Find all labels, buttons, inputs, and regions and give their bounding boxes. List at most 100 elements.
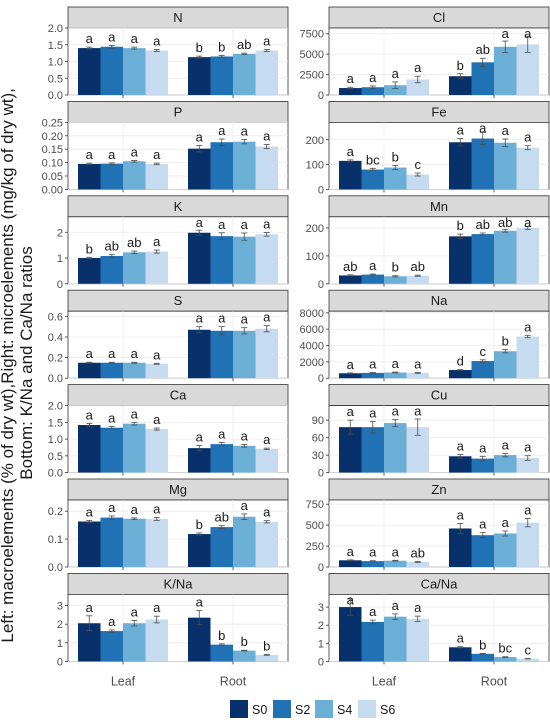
significance-letter: c <box>480 344 487 359</box>
significance-letter: a <box>392 66 400 81</box>
significance-letter: a <box>457 123 465 138</box>
y-tick-label: 0.05 <box>42 171 63 183</box>
error-bar <box>502 530 509 537</box>
error-bar <box>218 138 225 146</box>
bar-na-root-s6 <box>516 336 539 379</box>
panel-title: Ca/Na <box>421 576 459 591</box>
y-tick-label: 200 <box>306 135 324 147</box>
panel-p: P0.000.050.100.150.200.25a a a aa a a a <box>42 101 289 196</box>
chart-panels: N0.00.51.01.52.0a a a a b b ab aCl0250050007500… <box>42 6 550 688</box>
y-tick-label: 0.6 <box>48 311 63 323</box>
error-bar <box>502 656 509 658</box>
error-bar <box>414 75 421 84</box>
significance-letter: ab <box>498 215 512 230</box>
y-axis-label-line-2: Bottom: K/Na and Ca/Na ratios <box>17 246 36 479</box>
y-tick-label: 1.5 <box>48 40 63 52</box>
significance-letter: a <box>347 144 355 159</box>
panel-title: Na <box>431 293 448 308</box>
y-tick-label: 1.0 <box>48 434 63 446</box>
significance-letter: b <box>392 150 399 165</box>
y-tick-label: 0 <box>318 656 324 668</box>
bar-fe-leaf-s2 <box>361 169 384 190</box>
significance-letter: a <box>502 437 510 452</box>
error-bar <box>86 615 93 632</box>
y-tick-label: 6000 <box>300 324 324 336</box>
bar-p-root-s2 <box>210 142 233 190</box>
bar-k-root-s4 <box>233 236 256 284</box>
significance-letter: b <box>86 241 93 256</box>
significance-letter: a <box>502 123 510 138</box>
bar-s-leaf-s4 <box>123 362 146 379</box>
panel-mg: Mg0.00.10.2 a a a ab aba a <box>48 478 289 574</box>
panel-title: N <box>173 10 182 25</box>
legend-swatch <box>358 700 376 718</box>
bar-cl-leaf-s6 <box>406 79 429 95</box>
bar-ca-na-leaf-s2 <box>361 621 384 662</box>
significance-letter: a <box>131 604 139 619</box>
significance-letter: a <box>524 215 532 230</box>
bar-fe-leaf-s6 <box>406 174 429 190</box>
panel-n: N0.00.51.01.52.0a a a a b b ab a <box>48 6 289 102</box>
error-bar <box>131 361 138 364</box>
y-tick-label: 0.20 <box>42 131 63 143</box>
error-bar <box>153 49 160 52</box>
error-bar <box>108 45 115 49</box>
bar-p-root-s6 <box>255 146 278 190</box>
error-bar <box>196 145 203 153</box>
panel-title: Cl <box>433 10 445 25</box>
y-tick-label: 1.0 <box>48 57 63 69</box>
bar-k-na-root-s2 <box>210 644 233 662</box>
bar-cl-root-s0 <box>449 76 472 95</box>
y-tick-label: 4000 <box>300 341 324 353</box>
significance-letter: a <box>108 500 116 515</box>
y-tick-label: 2 <box>57 619 63 631</box>
significance-letter: b <box>218 628 225 643</box>
legend-swatch <box>273 700 291 718</box>
significance-letter: a <box>153 412 161 427</box>
error-bar <box>108 162 115 165</box>
y-tick-label: 500 <box>306 520 324 532</box>
error-bar <box>241 513 248 520</box>
error-bar <box>218 326 225 336</box>
panel-title: S <box>174 293 183 308</box>
error-bar <box>524 145 531 151</box>
bar-cu-root-s2 <box>471 458 494 473</box>
y-tick-label: 0.2 <box>48 506 63 518</box>
error-bar <box>86 256 93 260</box>
significance-letter: a <box>347 544 355 559</box>
significance-letter: a <box>263 33 271 48</box>
bar-k-na-root-s4 <box>233 650 256 662</box>
bar-n-leaf-s6 <box>145 50 168 95</box>
significance-letter: a <box>263 217 271 232</box>
error-bar <box>263 143 270 150</box>
significance-letter: c <box>525 643 532 658</box>
panel-ca: Ca0.00.51.01.52.0a a a aa a a a <box>48 384 289 480</box>
bar-cl-root-s2 <box>471 62 494 95</box>
significance-letter: b <box>457 218 464 233</box>
significance-letter: a <box>218 123 226 138</box>
significance-letter: a <box>524 130 532 145</box>
bar-ca-na-root-s2 <box>471 653 494 662</box>
bar-na-leaf-s6 <box>406 372 429 379</box>
bar-p-root-s0 <box>188 148 211 190</box>
error-bar <box>524 35 531 53</box>
error-bar <box>479 359 486 363</box>
error-bar <box>414 372 421 374</box>
significance-letter: a <box>86 346 94 361</box>
bar-zn-root-s4 <box>494 533 517 567</box>
significance-letter: a <box>414 404 422 419</box>
significance-letter: b <box>196 40 203 55</box>
bar-mn-leaf-s2 <box>361 274 384 284</box>
bar-cl-leaf-s4 <box>384 85 407 95</box>
error-bar <box>502 349 509 354</box>
error-bar <box>218 442 225 447</box>
bar-mg-leaf-s6 <box>145 518 168 567</box>
significance-letter: a <box>347 357 355 372</box>
panel-s: S0.00.20.40.6a a a aa a a a <box>48 289 289 385</box>
error-bar <box>153 249 160 254</box>
bar-k-na-root-s6 <box>255 654 278 662</box>
x-tick-label-root: Root <box>481 674 508 688</box>
bar-cu-leaf-s4 <box>384 423 407 473</box>
